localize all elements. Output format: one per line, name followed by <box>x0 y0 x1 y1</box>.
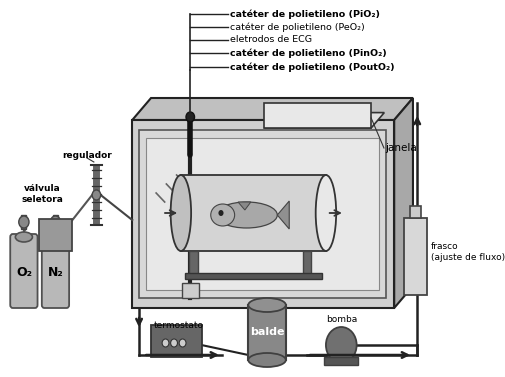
Bar <box>182 283 199 298</box>
Ellipse shape <box>47 232 64 242</box>
Ellipse shape <box>216 202 277 228</box>
Circle shape <box>326 327 357 363</box>
Polygon shape <box>132 98 413 120</box>
Bar <box>53 215 58 229</box>
Circle shape <box>219 210 224 216</box>
Text: eletrodos de ECG: eletrodos de ECG <box>230 35 313 44</box>
Circle shape <box>186 112 194 122</box>
Bar <box>403 218 427 295</box>
Text: regulador: regulador <box>62 150 112 159</box>
Text: balde: balde <box>250 327 284 337</box>
Ellipse shape <box>171 175 191 251</box>
Polygon shape <box>265 113 384 128</box>
Bar <box>132 120 394 308</box>
Polygon shape <box>277 201 289 229</box>
Bar <box>410 206 422 218</box>
Ellipse shape <box>211 204 235 226</box>
FancyBboxPatch shape <box>10 234 37 308</box>
Polygon shape <box>394 98 413 308</box>
Bar <box>303 251 312 277</box>
Circle shape <box>171 339 177 347</box>
Text: bomba: bomba <box>326 314 357 323</box>
Text: termostato: termostato <box>154 322 204 331</box>
Text: catéter de polietileno (PeO₂): catéter de polietileno (PeO₂) <box>230 22 365 32</box>
Bar <box>21 215 26 229</box>
Bar <box>139 130 386 298</box>
Text: N₂: N₂ <box>47 265 63 279</box>
Circle shape <box>19 216 29 228</box>
Circle shape <box>50 216 61 228</box>
Text: catéter de polietileno (PiO₂): catéter de polietileno (PiO₂) <box>230 9 380 19</box>
Circle shape <box>179 339 186 347</box>
Text: janela: janela <box>386 143 418 153</box>
Bar <box>324 357 359 365</box>
Bar <box>189 251 198 277</box>
Ellipse shape <box>248 353 286 367</box>
Bar <box>185 273 322 279</box>
FancyBboxPatch shape <box>42 234 69 308</box>
Text: O₂: O₂ <box>16 265 32 279</box>
Ellipse shape <box>248 298 286 312</box>
Text: frasco
(ajuste de fluxo): frasco (ajuste de fluxo) <box>431 242 505 262</box>
Text: catéter de polietileno (PinO₂): catéter de polietileno (PinO₂) <box>230 48 387 58</box>
FancyBboxPatch shape <box>39 219 72 251</box>
FancyBboxPatch shape <box>151 325 202 357</box>
Circle shape <box>162 339 169 347</box>
Bar <box>265 103 371 128</box>
Ellipse shape <box>15 232 32 242</box>
Text: válvula
seletora: válvula seletora <box>22 184 64 204</box>
Ellipse shape <box>316 175 336 251</box>
Bar <box>181 175 326 251</box>
Text: catéter de polietileno (PoutO₂): catéter de polietileno (PoutO₂) <box>230 62 395 72</box>
Bar <box>248 305 286 360</box>
Circle shape <box>92 190 100 200</box>
Polygon shape <box>238 202 251 210</box>
Bar <box>146 138 379 290</box>
